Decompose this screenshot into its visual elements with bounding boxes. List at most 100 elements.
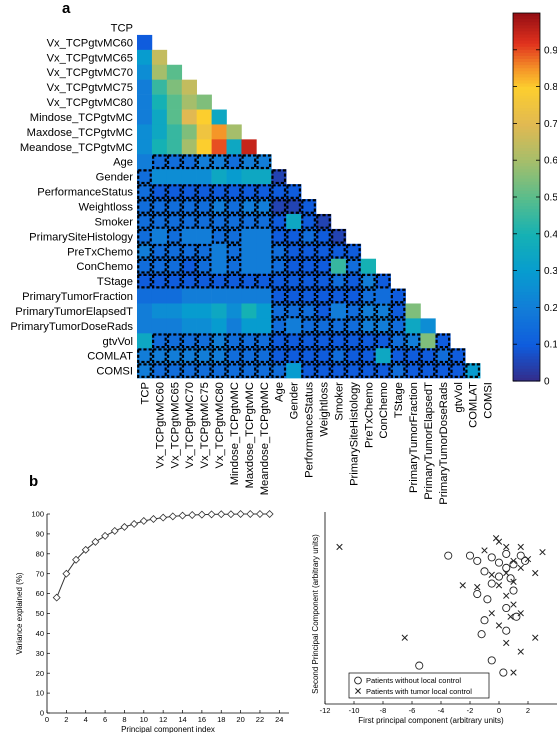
heatmap-cell <box>375 363 391 379</box>
non-significant-cell-outline <box>345 243 361 259</box>
non-significant-cell-outline <box>316 363 331 378</box>
non-significant-cell-outline <box>181 273 197 289</box>
colorbar-segment <box>513 319 540 324</box>
colorbar-segment <box>513 25 540 29</box>
colorbar-segment <box>513 328 540 333</box>
heatmap-row-label: TStage <box>97 276 133 288</box>
scatter-point-no-control <box>494 572 504 581</box>
heatmap-column-label: Vx_TCPgtvMC60 <box>154 382 166 468</box>
scatter-point-no-control <box>521 556 530 565</box>
colorbar-segment <box>513 304 540 308</box>
y-tick-label: 0 <box>40 709 44 718</box>
heatmap-cell <box>330 318 347 334</box>
heatmap-cell <box>151 318 168 334</box>
heatmap-cell <box>166 228 183 245</box>
colorbar-segment <box>513 212 540 216</box>
colorbar-segment <box>513 126 540 131</box>
colorbar-segment <box>513 227 540 232</box>
heatmap-cell <box>137 318 153 334</box>
non-significant-cell-outline <box>166 214 182 229</box>
colorbar-segment <box>513 34 540 39</box>
non-significant-cell-outline <box>316 243 331 259</box>
non-significant-cell-outline <box>196 184 212 199</box>
heatmap-cell <box>137 139 153 155</box>
heatmap-cell <box>420 363 436 379</box>
non-significant-cell-outline <box>271 273 287 289</box>
non-significant-cell-outline <box>271 348 287 364</box>
non-significant-cell-outline <box>226 154 242 170</box>
x-tick-label: 10 <box>140 715 148 724</box>
y-tick-label: 40 <box>36 629 44 638</box>
x-tick-label: 22 <box>256 715 264 724</box>
heatmap-cell <box>450 363 466 379</box>
non-significant-cell-outline <box>137 184 152 199</box>
non-significant-cell-outline <box>271 199 287 214</box>
non-significant-cell-outline <box>196 243 212 259</box>
colorbar-segment <box>513 335 540 339</box>
heatmap-cell <box>166 154 183 170</box>
heatmap-cell <box>301 258 317 274</box>
y-tick-label: 90 <box>36 530 44 539</box>
scatter-point-no-control <box>502 603 511 613</box>
colorbar-segment <box>513 353 540 358</box>
y-tick-label: 70 <box>36 569 44 578</box>
heatmap-cell <box>196 94 212 110</box>
heatmap-cell <box>226 243 242 260</box>
non-significant-cell-outline <box>345 273 361 289</box>
heatmap-cell <box>375 333 391 349</box>
heatmap-cell <box>137 363 153 379</box>
heatmap-column-label: COMSI <box>483 382 495 419</box>
non-significant-cell-outline <box>316 288 331 304</box>
non-significant-cell-outline <box>226 258 242 274</box>
non-significant-cell-outline <box>286 348 302 364</box>
heatmap-cell <box>301 228 317 245</box>
non-significant-cell-outline <box>271 303 287 319</box>
colorbar-segment <box>513 83 540 88</box>
non-significant-cell-outline <box>375 303 391 319</box>
heatmap-cell <box>151 124 168 140</box>
heatmap-row-label: ConChemo <box>76 261 133 273</box>
heatmap-cell <box>226 154 242 170</box>
heatmap-cell <box>271 288 287 304</box>
heatmap-cell <box>137 243 153 260</box>
heatmap-cell <box>360 273 377 289</box>
scatter-point-control <box>492 535 500 542</box>
colorbar-segment <box>513 187 540 192</box>
colorbar-tick-label: 0.8 <box>544 82 557 93</box>
colorbar-segment <box>513 120 540 124</box>
colorbar-segment <box>513 129 540 134</box>
heatmap-cell <box>137 303 153 319</box>
colorbar-segment <box>513 338 540 342</box>
heatmap-column-label: Vx_TCPgtvMC80 <box>214 382 226 468</box>
heatmap-cell <box>137 273 153 289</box>
colorbar-segment <box>513 310 540 315</box>
heatmap-cell <box>256 258 272 274</box>
heatmap-cell <box>137 124 153 140</box>
non-significant-cell-outline <box>345 318 361 334</box>
heatmap-cell <box>241 139 257 155</box>
heatmap-cell <box>166 333 183 349</box>
variance-point <box>81 545 90 554</box>
scatter-point-no-control <box>512 612 521 621</box>
colorbar-segment <box>513 270 540 275</box>
heatmap-row-label: Maxdose_TCPgtvMC <box>27 127 133 139</box>
heatmap-cell <box>330 243 347 260</box>
non-significant-cell-outline <box>331 243 346 259</box>
heatmap-cell <box>211 184 227 200</box>
non-significant-cell-outline <box>211 199 227 214</box>
non-significant-cell-outline <box>137 273 152 289</box>
variance-point <box>91 537 100 546</box>
heatmap-cell <box>286 303 302 319</box>
x-tick-label: 4 <box>84 715 88 724</box>
heatmap-cell <box>166 169 183 185</box>
scatter-point-no-control <box>509 586 518 595</box>
non-significant-cell-outline <box>152 199 167 214</box>
heatmap-cell <box>301 243 317 260</box>
colorbar-segment <box>513 233 540 238</box>
colorbar-tick-label: 0.3 <box>544 266 557 277</box>
colorbar-segment <box>513 101 540 106</box>
colorbar-segment <box>513 59 540 63</box>
heatmap-cell <box>137 94 153 110</box>
heatmap-cell <box>226 213 242 230</box>
